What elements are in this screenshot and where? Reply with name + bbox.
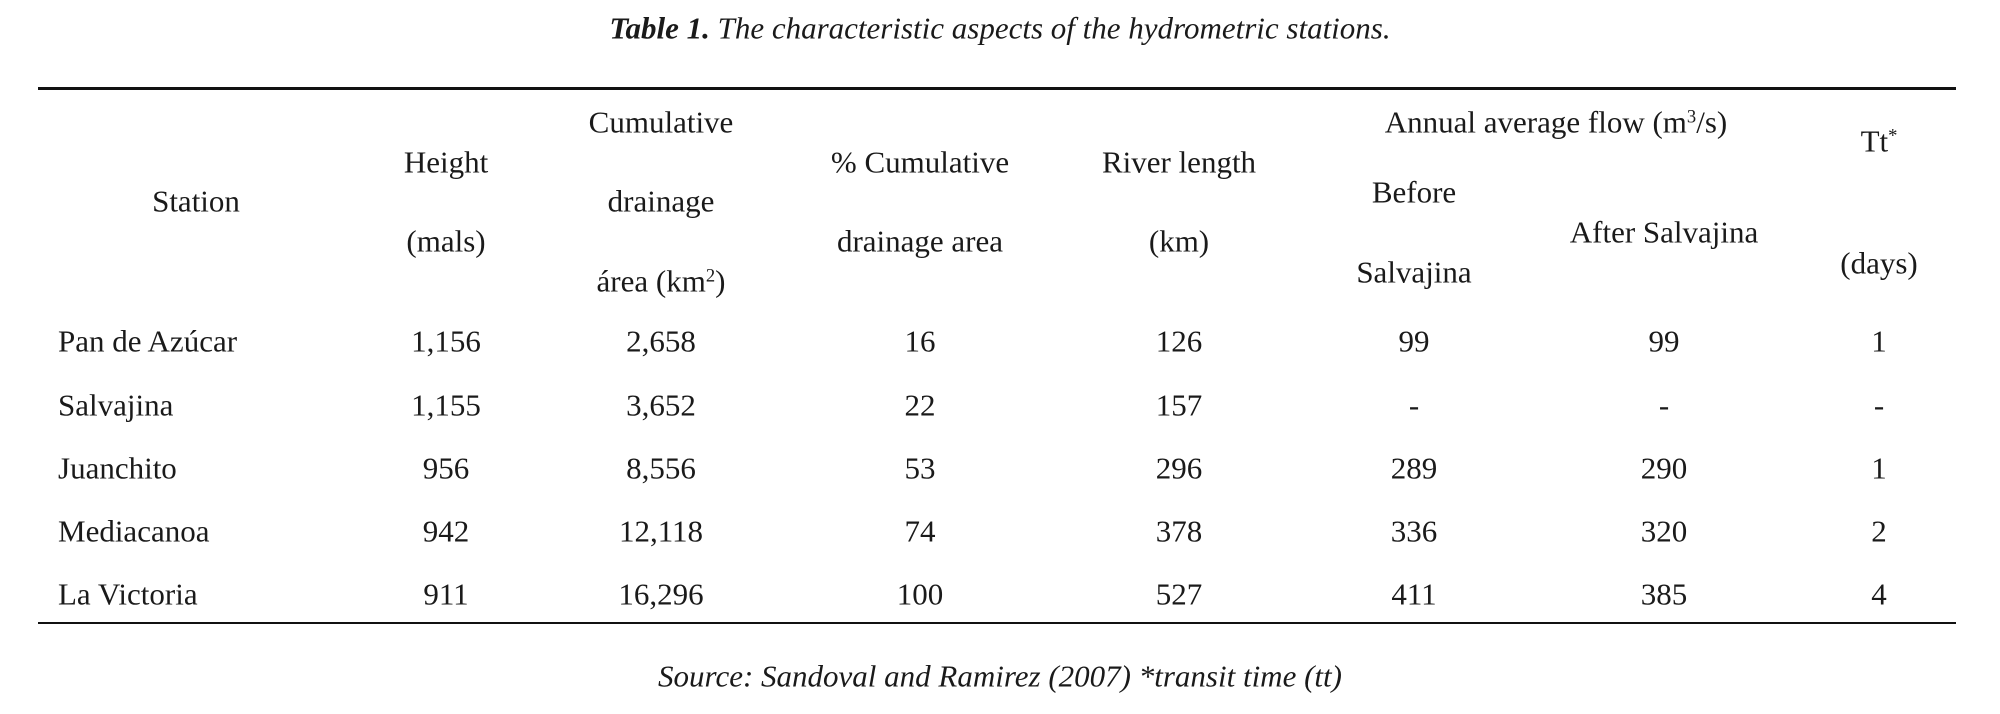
header-before: Before: [1371, 174, 1457, 210]
header-cum-area-2: drainage: [607, 183, 715, 219]
table-cell: 99: [1398, 323, 1430, 359]
table-cell: 385: [1640, 576, 1688, 612]
table-cell: 2: [1871, 513, 1887, 549]
header-river-length: River length: [1101, 144, 1257, 180]
table-cell: -: [1408, 387, 1420, 423]
table-cell: 336: [1390, 513, 1438, 549]
table-cell: 1: [1871, 323, 1887, 359]
table-cell: 22: [904, 387, 936, 423]
table-cell: 16,296: [618, 576, 704, 612]
table-cell: 12,118: [618, 513, 704, 549]
table-cell: 99: [1648, 323, 1680, 359]
station-name: Pan de Azúcar: [58, 323, 238, 359]
table-cell: 378: [1155, 513, 1203, 549]
table-cell: 1,155: [411, 387, 481, 423]
table-cell: 289: [1390, 450, 1438, 486]
table-cell: 911: [423, 576, 469, 612]
table-cell: 1: [1871, 450, 1887, 486]
header-pct-area: % Cumulative: [830, 144, 1010, 180]
table-cell: 320: [1640, 513, 1688, 549]
table-cell: 8,556: [626, 450, 696, 486]
table-title: The characteristic aspects of the hydrom…: [717, 10, 1391, 46]
table-cell: 74: [904, 513, 936, 549]
table-source-note: Source: Sandoval and Ramirez (2007) *tra…: [658, 658, 1342, 694]
header-before-2: Salvajina: [1356, 254, 1472, 290]
header-pct-area-2: drainage area: [836, 223, 1004, 259]
table-cell: 296: [1155, 450, 1203, 486]
table-cell: 942: [422, 513, 470, 549]
table-cell: 16: [904, 323, 936, 359]
header-cum-area-unit: área (km2): [596, 263, 726, 299]
header-river-length-unit: (km): [1148, 223, 1210, 259]
table-cell: 527: [1155, 576, 1203, 612]
top-rule: [38, 87, 1956, 90]
table-cell: 411: [1391, 576, 1437, 612]
table-cell: 290: [1640, 450, 1688, 486]
header-height-unit: (mals): [406, 223, 486, 259]
table-cell: 53: [904, 450, 936, 486]
table-caption: Table 1. The characteristic aspects of t…: [609, 13, 1390, 44]
table-cell: 1,156: [411, 323, 481, 359]
station-name: Mediacanoa: [58, 513, 210, 549]
header-height: Height: [403, 144, 489, 180]
header-tt-unit: (days): [1840, 245, 1918, 281]
station-name: La Victoria: [58, 576, 198, 612]
table-number: Table 1.: [609, 10, 710, 46]
header-station: Station: [152, 183, 240, 219]
station-name: Salvajina: [58, 387, 174, 423]
table-cell: 4: [1871, 576, 1887, 612]
table-cell: 2,658: [626, 323, 696, 359]
table-cell: -: [1658, 387, 1670, 423]
bottom-rule: [38, 622, 1956, 624]
header-cum-area: Cumulative: [588, 104, 734, 140]
table-cell: 126: [1155, 323, 1203, 359]
station-name: Juanchito: [58, 450, 177, 486]
table-cell: 157: [1155, 387, 1203, 423]
table-cell: 100: [896, 576, 944, 612]
header-after: After Salvajina: [1569, 214, 1759, 250]
table-cell: -: [1873, 387, 1885, 423]
table-cell: 956: [422, 450, 470, 486]
header-tt: Tt*: [1860, 123, 1898, 159]
header-flow-group: Annual average flow (m3/s): [1384, 104, 1728, 140]
table-cell: 3,652: [626, 387, 696, 423]
